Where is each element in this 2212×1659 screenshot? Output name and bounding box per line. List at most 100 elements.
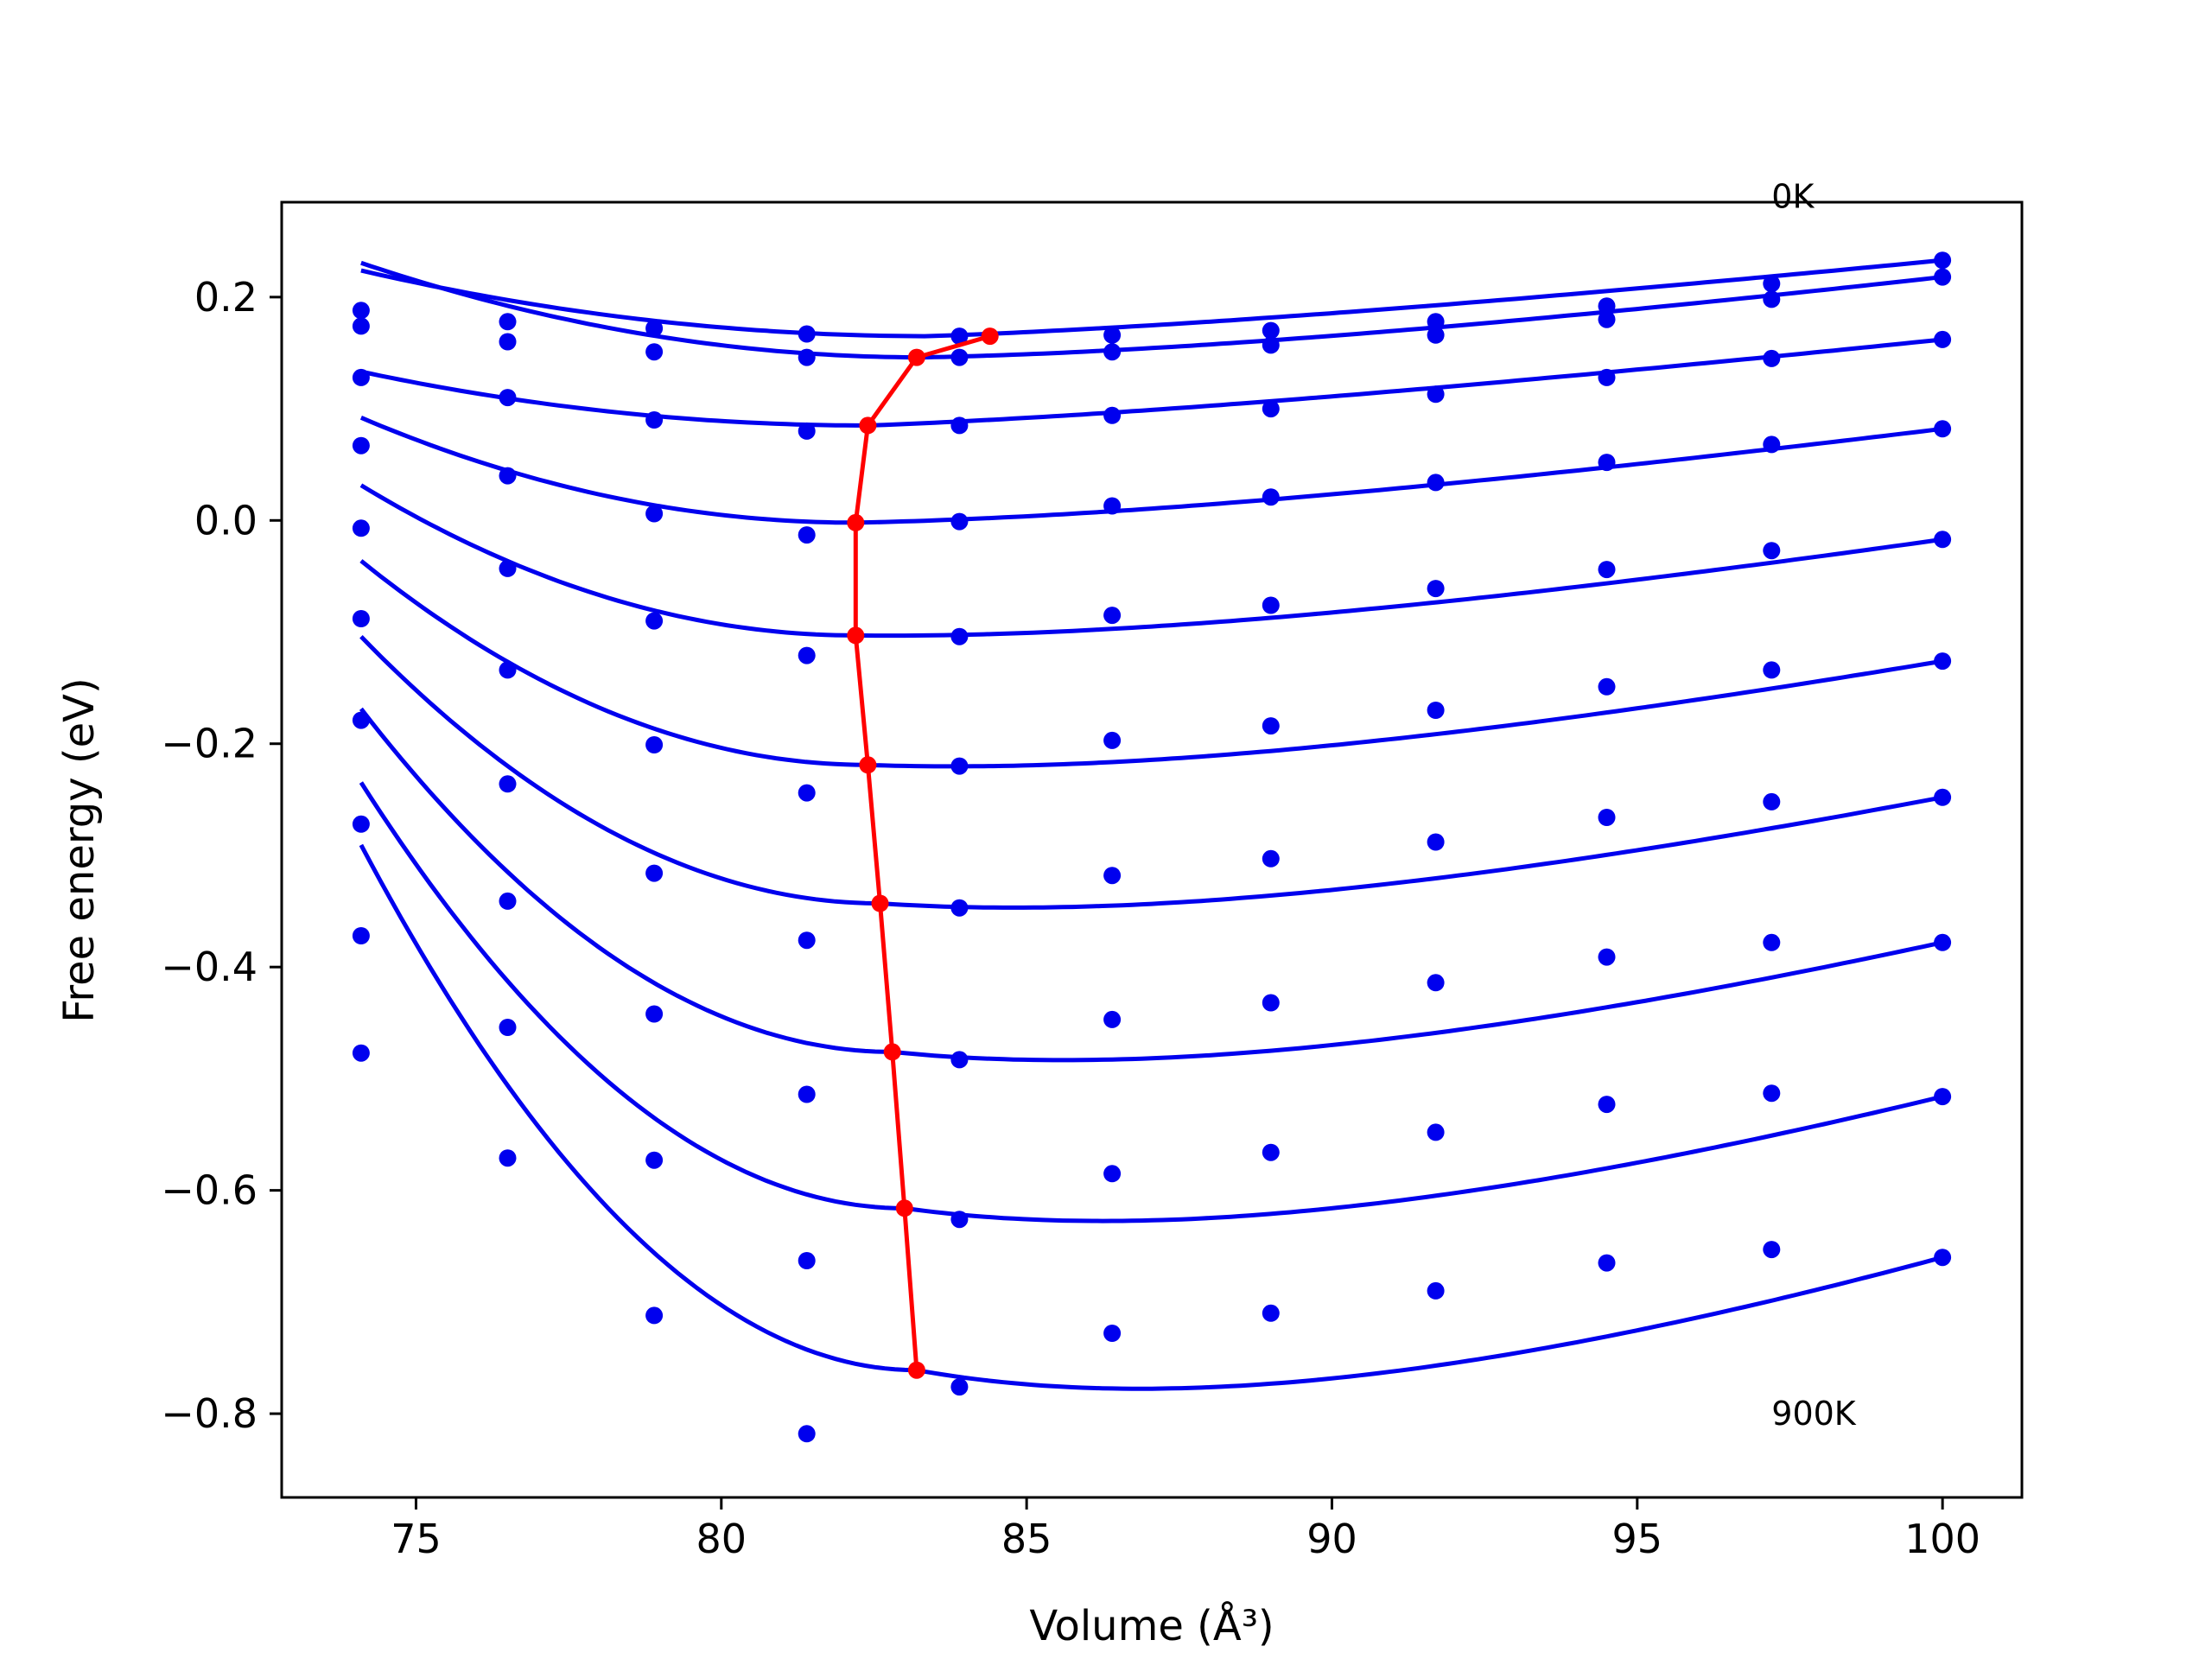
data-point [499, 775, 517, 793]
data-point [798, 784, 816, 802]
data-point [950, 512, 969, 531]
minimum-point [847, 513, 865, 531]
y-tick-label: −0.4 [161, 944, 257, 990]
y-axis-label: Free energy (eV) [55, 677, 104, 1022]
fit-curve-5 [359, 483, 1943, 639]
data-point [1262, 400, 1280, 418]
data-point [1934, 1088, 1952, 1106]
minimum-point [847, 626, 865, 645]
fit-curve-10 [359, 843, 1943, 1391]
data-point [950, 1051, 969, 1069]
data-point [1427, 833, 1445, 851]
data-point [1763, 349, 1781, 367]
data-point [645, 505, 664, 523]
fit-curve-7 [359, 635, 1943, 910]
x-tick-label: 100 [1904, 1516, 1980, 1562]
data-point [1598, 809, 1616, 826]
data-point [950, 327, 969, 346]
data-point [352, 436, 370, 454]
data-point [352, 711, 370, 729]
x-tick-label: 90 [1306, 1516, 1357, 1562]
data-point [1598, 561, 1616, 579]
x-tick-label: 80 [696, 1516, 747, 1562]
annotation-label: 900K [1771, 1395, 1857, 1433]
data-point [1763, 290, 1781, 308]
data-point [645, 736, 664, 753]
data-point [950, 627, 969, 645]
data-point [499, 389, 517, 407]
data-point [1103, 607, 1122, 625]
data-point [798, 1425, 816, 1443]
data-point [950, 348, 969, 366]
data-point [1934, 652, 1952, 671]
data-point [352, 302, 370, 320]
data-point [1934, 330, 1952, 348]
data-point [1934, 933, 1952, 951]
data-point [798, 325, 816, 343]
minimum-point [859, 756, 877, 774]
data-point [798, 646, 816, 664]
data-point [1763, 933, 1781, 951]
data-point [950, 1211, 969, 1229]
y-tick-label: −0.8 [161, 1390, 257, 1437]
data-point [1103, 326, 1122, 344]
data-point [798, 526, 816, 544]
data-point [1427, 1281, 1445, 1300]
data-point [1934, 420, 1952, 438]
data-point [1427, 702, 1445, 719]
data-point [1598, 1254, 1616, 1272]
data-point [1262, 994, 1280, 1012]
minimum-point [859, 416, 877, 435]
data-point [645, 1306, 664, 1325]
fit-curve-4 [359, 416, 1943, 525]
data-point [1934, 251, 1952, 270]
data-point [950, 757, 969, 775]
data-point [1262, 336, 1280, 354]
data-point [1103, 1325, 1122, 1342]
data-point [1598, 310, 1616, 328]
data-point [1262, 596, 1280, 614]
fit-curve-2 [360, 260, 1943, 360]
fit-curve-9 [359, 781, 1943, 1224]
y-tick-label: −0.6 [161, 1167, 257, 1214]
data-point [1103, 1010, 1122, 1028]
y-tick-label: 0.0 [194, 497, 257, 543]
data-point [1262, 321, 1280, 340]
data-point [645, 612, 664, 630]
x-tick-label: 75 [391, 1516, 442, 1562]
data-point [1427, 580, 1445, 598]
fit-curve-8 [359, 707, 1943, 1063]
data-point [1763, 661, 1781, 679]
data-point [1763, 435, 1781, 454]
minimum-point [895, 1199, 913, 1217]
data-point [1598, 368, 1616, 386]
data-point [352, 368, 370, 386]
data-point [1262, 1304, 1280, 1322]
data-point [499, 1149, 517, 1167]
data-point [1763, 1241, 1781, 1259]
minimum-point [871, 894, 889, 912]
data-point [798, 931, 816, 950]
data-point [1598, 297, 1616, 315]
data-point [645, 864, 664, 882]
data-point [1598, 948, 1616, 966]
data-point [1763, 1084, 1781, 1103]
data-point [1598, 454, 1616, 472]
data-point [499, 333, 517, 351]
data-point [1427, 313, 1445, 331]
data-point [1262, 717, 1280, 735]
data-point [1262, 1143, 1280, 1161]
data-point [1934, 788, 1952, 806]
data-point [950, 899, 969, 917]
data-point [1934, 1249, 1952, 1267]
data-point [1934, 268, 1952, 286]
data-point [645, 1005, 664, 1023]
data-point [950, 1378, 969, 1396]
data-point [1598, 1096, 1616, 1114]
minimum-point [907, 348, 925, 366]
data-point [352, 815, 370, 833]
data-point [1262, 849, 1280, 868]
data-point [352, 317, 370, 335]
data-point [1103, 1165, 1122, 1183]
fit-curve-3 [360, 337, 1943, 428]
